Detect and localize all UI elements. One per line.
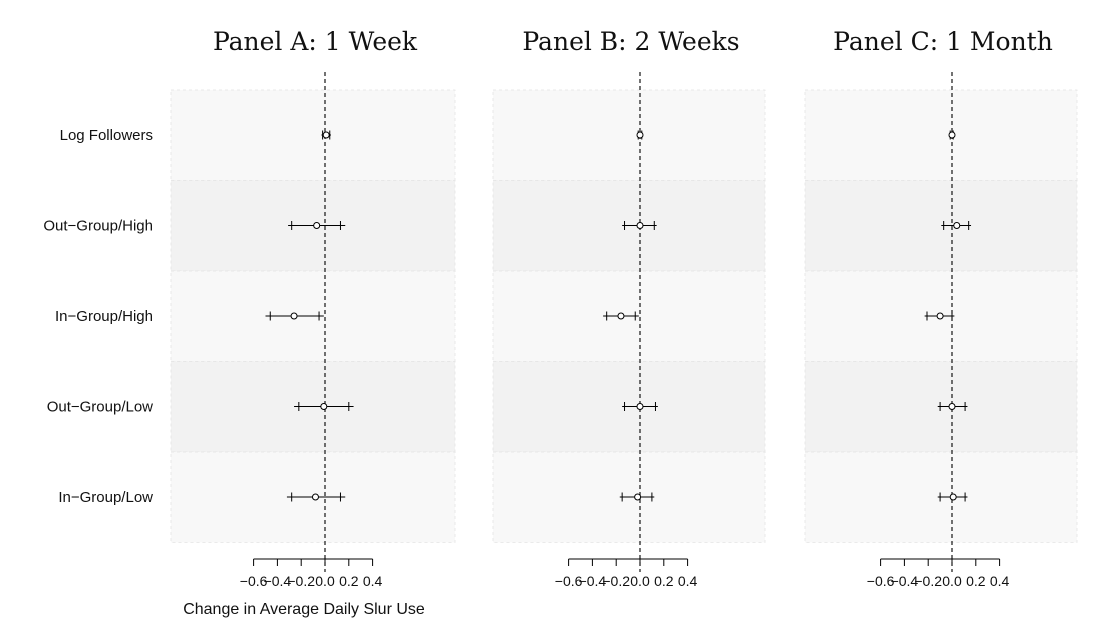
x-tick-label: 0.2 xyxy=(654,573,674,589)
x-tick-label: −0.6 xyxy=(240,573,268,589)
row-band xyxy=(804,180,1078,272)
x-tick-label: −0.2 xyxy=(914,573,942,589)
point-estimate xyxy=(311,493,319,501)
x-tick-label: −0.2 xyxy=(602,573,630,589)
x-tick-label: 0.0 xyxy=(942,573,962,589)
row-band xyxy=(804,89,1078,181)
x-tick-label: 0.2 xyxy=(339,573,359,589)
point-estimate xyxy=(948,403,956,410)
x-tick-label: 0.2 xyxy=(966,573,986,589)
panel-title: Panel A: 1 Week xyxy=(213,27,418,56)
point-estimate xyxy=(636,222,644,229)
point-estimate xyxy=(936,312,944,320)
point-estimate xyxy=(953,222,961,229)
point-estimate xyxy=(634,493,642,501)
x-tick-label: 0.4 xyxy=(990,573,1010,589)
row-label: In−Group/Low xyxy=(58,489,153,506)
row-band xyxy=(170,89,456,181)
x-tick-label: 0.4 xyxy=(678,573,698,589)
point-estimate xyxy=(322,131,330,139)
point-estimate xyxy=(949,493,957,501)
point-estimate xyxy=(290,312,298,320)
x-tick-label: 0.4 xyxy=(363,573,383,589)
x-axis-label: Change in Average Daily Slur Use xyxy=(183,601,425,618)
point-estimate xyxy=(948,131,956,139)
point-estimate xyxy=(313,222,321,229)
x-tick-label: 0.0 xyxy=(630,573,650,589)
x-tick-label: −0.4 xyxy=(264,573,292,589)
row-label: Log Followers xyxy=(60,127,153,144)
row-label: In−Group/High xyxy=(55,308,153,325)
x-tick-label: −0.2 xyxy=(287,573,315,589)
x-tick-label: −0.6 xyxy=(555,573,583,589)
point-estimate xyxy=(320,403,328,410)
row-label: Out−Group/High xyxy=(43,218,153,235)
x-tick-label: 0.0 xyxy=(315,573,335,589)
x-tick-label: −0.6 xyxy=(867,573,895,589)
x-tick-label: −0.4 xyxy=(579,573,607,589)
panel-title: Panel C: 1 Month xyxy=(833,27,1053,56)
row-label: Out−Group/Low xyxy=(47,399,153,416)
x-tick-label: −0.4 xyxy=(891,573,919,589)
point-estimate xyxy=(636,403,644,410)
row-band xyxy=(492,89,766,181)
point-estimate xyxy=(617,312,625,320)
panel-title: Panel B: 2 Weeks xyxy=(522,27,739,56)
point-estimate xyxy=(636,131,644,139)
